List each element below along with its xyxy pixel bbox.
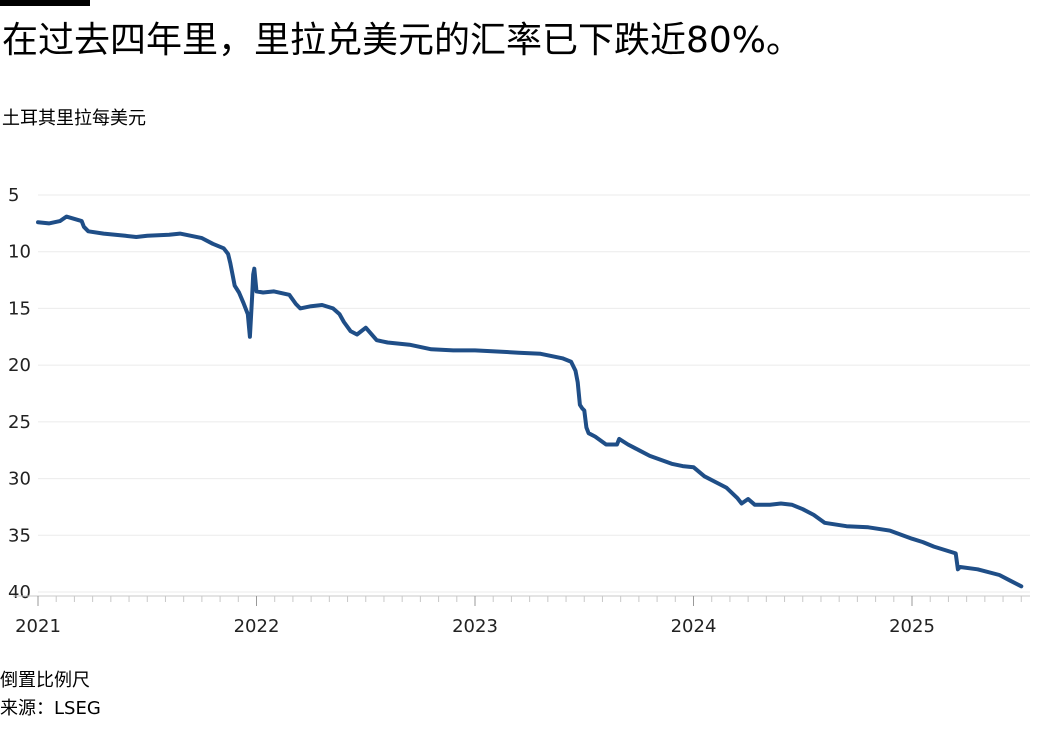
x-tick-label: 2021 [15, 616, 61, 637]
x-tick-label: 2023 [452, 616, 498, 637]
source-note: 来源：LSEG [0, 698, 101, 719]
y-tick-label: 30 [8, 469, 31, 490]
y-tick-label: 25 [8, 412, 31, 433]
y-unit-label: 土耳其里拉每美元 [2, 108, 146, 129]
x-tick-label: 2024 [671, 616, 717, 637]
top-accent-bar [0, 0, 90, 6]
y-tick-label: 5 [8, 185, 19, 206]
series-layer [36, 214, 1024, 589]
x-tick-label: 2025 [889, 616, 935, 637]
y-tick-label: 40 [8, 582, 31, 603]
y-tick-label: 10 [8, 242, 31, 263]
series-line-lira-per-usd [36, 214, 1024, 589]
scale-note: 倒置比例尺 [0, 670, 90, 691]
x-tick-label: 2022 [234, 616, 280, 637]
chart-title: 在过去四年里，里拉兑美元的汇率已下跌近80%。 [2, 20, 803, 61]
grid-layer [38, 194, 1030, 593]
y-tick-label: 15 [8, 298, 31, 319]
y-tick-label: 20 [8, 355, 31, 376]
y-tick-label: 35 [8, 525, 31, 546]
